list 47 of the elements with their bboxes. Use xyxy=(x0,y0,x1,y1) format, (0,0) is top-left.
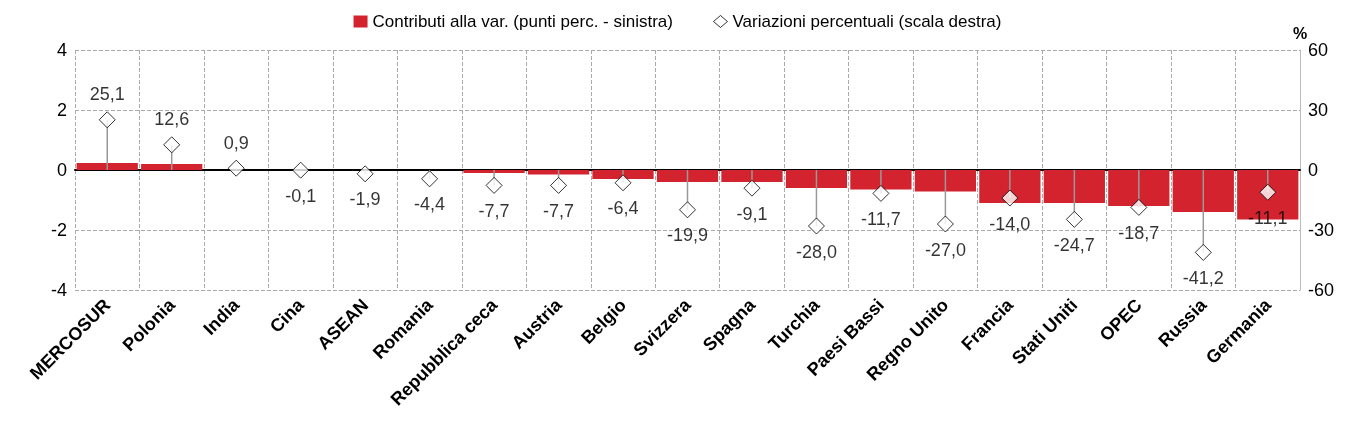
bar xyxy=(785,170,848,188)
data-label: -1,9 xyxy=(349,189,381,210)
y2-axis-title: % xyxy=(1292,24,1308,42)
data-label: 0,9 xyxy=(223,132,249,153)
bar xyxy=(1043,170,1105,203)
bar xyxy=(850,170,912,190)
bar xyxy=(914,170,977,192)
data-label: -24,7 xyxy=(1053,234,1095,255)
y-tick-label: -4 xyxy=(50,280,67,300)
bar xyxy=(463,170,525,173)
legend-label: Variazioni percentuali (scala destra) xyxy=(732,12,1002,31)
y-tick-label: 4 xyxy=(56,40,67,60)
y2-tick-label: 0 xyxy=(1308,160,1319,180)
data-label: -14,0 xyxy=(989,213,1031,234)
data-label: -11,7 xyxy=(861,208,901,229)
point xyxy=(1001,189,1019,207)
data-label: -41,2 xyxy=(1182,267,1224,288)
data-label: 25,1 xyxy=(89,84,125,105)
legend-label: Contributi alla var. (punti perc. - sinistra) xyxy=(372,12,673,31)
data-label: -7,7 xyxy=(478,200,510,221)
data-label: -27,0 xyxy=(924,239,966,260)
data-label: -6,4 xyxy=(607,198,639,219)
y2-tick-label: 60 xyxy=(1308,40,1329,60)
y-tick-label: 0 xyxy=(56,160,67,180)
data-label: -0,1 xyxy=(285,185,317,206)
data-label: -9,1 xyxy=(736,203,768,224)
point xyxy=(1130,198,1148,216)
data-label: -19,9 xyxy=(666,225,709,246)
bar xyxy=(592,170,654,179)
bar xyxy=(527,170,590,175)
y-tick-label: -2 xyxy=(50,220,67,240)
y2-tick-label: -60 xyxy=(1308,280,1335,300)
y2-tick-label: -30 xyxy=(1308,220,1335,240)
bar xyxy=(1108,170,1170,206)
data-label: -7,7 xyxy=(543,200,575,221)
y2-tick-label: 30 xyxy=(1308,100,1329,120)
bar xyxy=(656,170,719,182)
data-label: -4,4 xyxy=(414,194,446,215)
data-label: -28,0 xyxy=(795,241,837,262)
data-label: -18,7 xyxy=(1118,222,1160,243)
y-tick-label: 2 xyxy=(56,100,67,120)
x-tick-label: Cina xyxy=(266,294,309,337)
data-label: 12,6 xyxy=(154,109,190,130)
bar xyxy=(721,170,783,182)
bar xyxy=(76,163,138,170)
bar xyxy=(141,164,203,170)
bar xyxy=(1172,170,1234,212)
